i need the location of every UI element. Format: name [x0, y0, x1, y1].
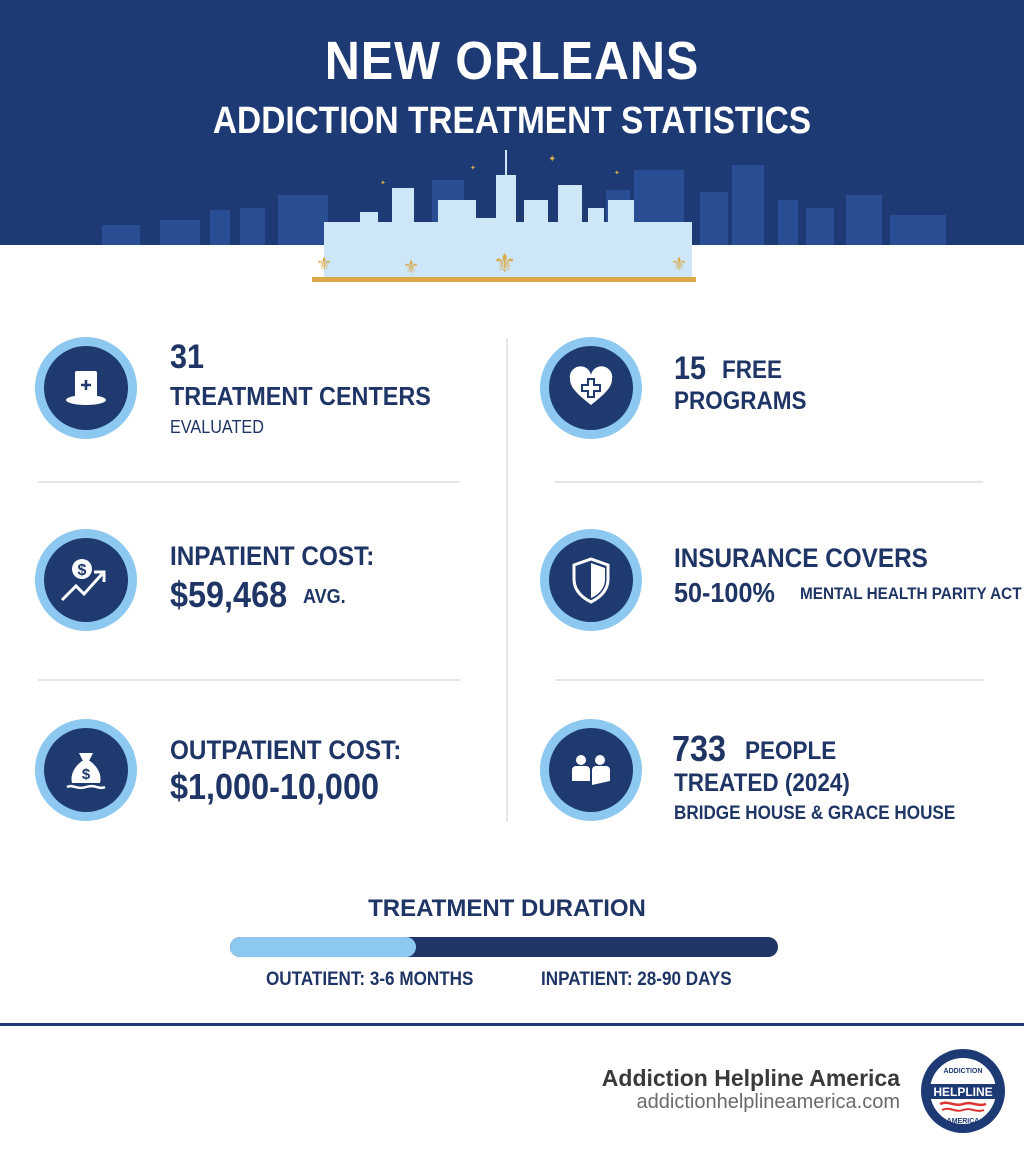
svg-text:$: $ [78, 562, 87, 579]
helpline-badge-logo: HELPLINE ADDICTION AMERICA [921, 1049, 1005, 1133]
row-divider [38, 481, 460, 483]
svg-text:✦: ✦ [614, 169, 620, 177]
free-label: FREE [722, 356, 783, 384]
insurance-label: INSURANCE COVERS [674, 543, 928, 573]
centers-sub: EVALUATED [170, 417, 264, 437]
svg-text:⚜: ⚜ [671, 254, 687, 275]
dollar-growth-icon: $ [35, 529, 137, 631]
money-bag-icon: $ [35, 719, 137, 821]
duration-bar [230, 937, 778, 957]
svg-text:⚜: ⚜ [403, 257, 419, 278]
insurance-value: 50-100% [674, 577, 775, 608]
heart-cross-icon [540, 337, 642, 439]
footer-brand: Addiction Helpline America [601, 1065, 900, 1091]
inpatient-label: INPATIENT COST: [170, 541, 375, 571]
column-divider [506, 338, 508, 822]
outpatient-duration-fill [230, 937, 417, 957]
footer-divider [0, 1023, 1024, 1026]
shield-icon [540, 529, 642, 631]
outpatient-duration-label: OUTATIENT: 3-6 MONTHS [266, 969, 474, 990]
treated-number: 733 [672, 728, 727, 769]
svg-text:⚜: ⚜ [493, 249, 516, 279]
page-subtitle: ADDICTION TREATMENT STATISTICS [212, 100, 812, 142]
duration-title: TREATMENT DURATION [368, 895, 646, 922]
svg-text:ADDICTION: ADDICTION [944, 1068, 983, 1075]
top-hat-icon [35, 337, 137, 439]
svg-text:$: $ [82, 766, 91, 783]
svg-text:AMERICA: AMERICA [947, 1118, 980, 1125]
treated-label: PEOPLE [745, 737, 837, 765]
inpatient-duration-label: INPATIENT: 28-90 DAYS [541, 969, 732, 990]
centers-label: TREATMENT CENTERS [170, 381, 431, 411]
row-divider [555, 679, 983, 681]
row-divider [38, 679, 460, 681]
free-label-2: PROGRAMS [674, 387, 807, 415]
svg-text:HELPLINE: HELPLINE [933, 1085, 992, 1099]
treated-sub: BRIDGE HOUSE & GRACE HOUSE [674, 803, 956, 824]
centers-number: 31 [170, 338, 205, 376]
svg-text:⚜: ⚜ [316, 254, 332, 275]
insurance-suffix: MENTAL HEALTH PARITY ACT [800, 584, 1022, 603]
svg-text:✦: ✦ [380, 179, 386, 187]
inpatient-value: $59,468 [170, 574, 288, 615]
footer-url[interactable]: addictionhelplineamerica.com [636, 1091, 900, 1113]
free-number: 15 [674, 350, 707, 386]
city-skyline-illustration: ⚜ ⚜ ⚜ ⚜ ✦ ✦ ✦ ✦ [102, 150, 946, 282]
outpatient-label: OUTPATIENT COST: [170, 735, 402, 765]
svg-text:✦: ✦ [470, 164, 476, 172]
svg-text:✦: ✦ [548, 154, 556, 165]
treated-label-2: TREATED (2024) [674, 769, 850, 797]
outpatient-value: $1,000-10,000 [170, 766, 379, 807]
people-icon [540, 719, 642, 821]
inpatient-suffix: AVG. [303, 586, 346, 608]
row-divider [555, 481, 983, 483]
page-title: NEW ORLEANS [324, 31, 700, 91]
